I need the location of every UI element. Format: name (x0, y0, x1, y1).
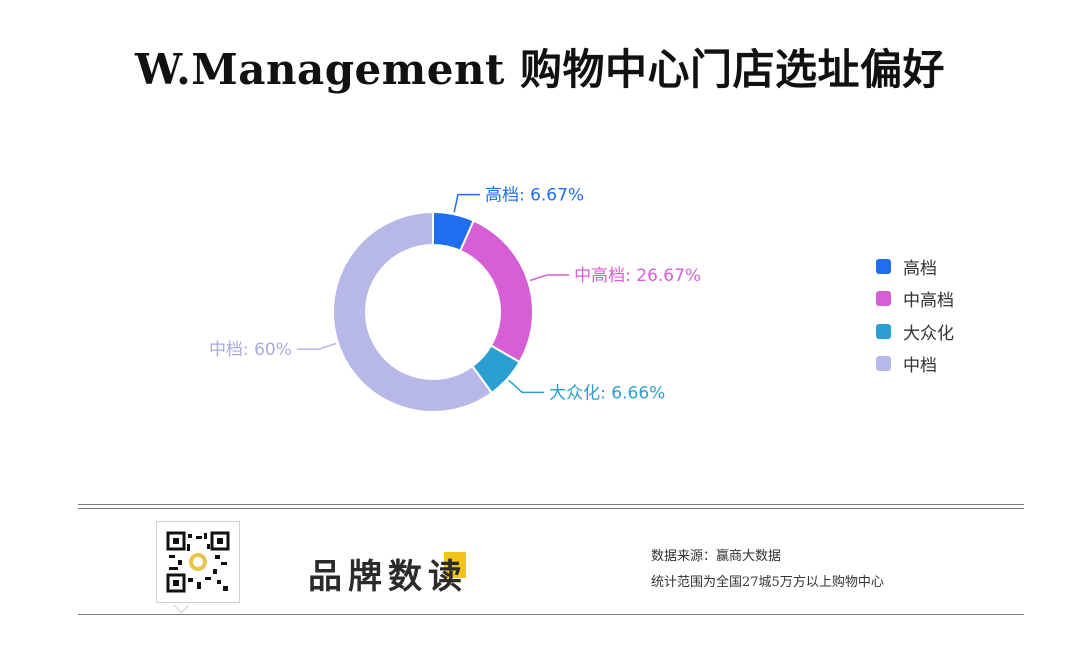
data-label-dazhonghua: 大众化: 6.66% (549, 383, 665, 403)
legend-swatch (876, 323, 891, 339)
statistical-scope: 统计范围为全国27城5万方以上购物中心 (651, 575, 884, 590)
legend-label: 大众化 (903, 323, 954, 344)
qr-code-graphic (166, 531, 230, 593)
leader-line-gaodang (453, 193, 480, 213)
legend-swatch (876, 291, 891, 307)
chart-legend: 高档 中高档 大众化 中档 (876, 250, 954, 380)
legend-item-gaodang[interactable]: 高档 (876, 250, 954, 283)
slice-zhongdang[interactable] (332, 210, 494, 413)
footer-top-rule-2 (78, 508, 1024, 509)
data-label-zhonggaodang: 中高档: 26.67% (574, 266, 701, 286)
data-label-zhongdang: 中档: 60% (209, 340, 292, 360)
slice-zhonggaodang[interactable] (458, 219, 534, 364)
legend-label: 中高档 (903, 291, 954, 312)
data-source: 数据来源：赢商大数据 (651, 549, 782, 564)
brand-name: 品牌数读 (308, 557, 468, 597)
legend-item-zhongdang[interactable]: 中档 (876, 348, 954, 381)
leader-line-zhongdang (296, 342, 337, 350)
data-label-gaodang: 高档: 6.67% (485, 186, 584, 206)
footer-top-rule (78, 504, 1024, 505)
legend-label: 高档 (903, 258, 937, 279)
legend-swatch (876, 258, 891, 274)
legend-label: 中档 (903, 356, 937, 377)
qr-code-icon[interactable] (156, 521, 240, 603)
legend-item-zhonggaodang[interactable]: 中高档 (876, 283, 954, 316)
chart-title: W.Management 购物中心门店选址偏好 (134, 45, 945, 94)
footer-bottom-rule (78, 614, 1024, 615)
leader-line-zhonggaodang (529, 274, 570, 282)
legend-item-dazhonghua[interactable]: 大众化 (876, 315, 954, 348)
legend-swatch (876, 356, 891, 372)
leader-line-dazhonghua (508, 379, 545, 394)
